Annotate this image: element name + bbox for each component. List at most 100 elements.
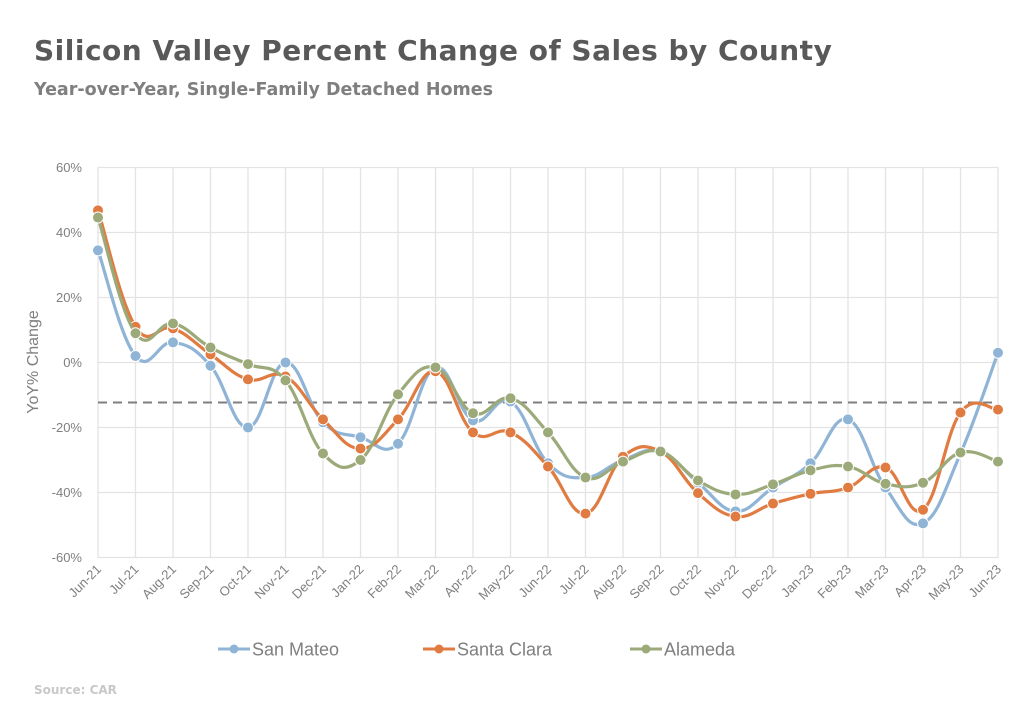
- data-point: [392, 413, 404, 426]
- data-point: [504, 392, 517, 405]
- x-tick-label: Sep-22: [626, 562, 666, 602]
- y-axis-label: YoY% Change: [25, 310, 42, 414]
- data-point: [129, 350, 142, 362]
- data-point: [392, 437, 404, 450]
- x-tick-label: Aug-21: [139, 562, 179, 602]
- data-point: [729, 488, 742, 501]
- y-tick-label: 0%: [63, 355, 82, 370]
- source-note: Source: CAR: [34, 683, 117, 697]
- y-tick-label: 60%: [56, 160, 82, 175]
- data-point: [879, 477, 892, 490]
- data-point: [354, 454, 367, 466]
- data-point: [729, 510, 742, 523]
- data-point: [129, 327, 142, 340]
- x-tick-label: Sep-21: [176, 562, 216, 602]
- x-tick-label: Feb-22: [364, 562, 404, 602]
- x-tick-label: Dec-21: [289, 562, 329, 602]
- data-point: [954, 446, 967, 459]
- data-point: [504, 426, 517, 439]
- data-point: [617, 455, 629, 468]
- data-point: [354, 431, 367, 444]
- data-point: [354, 442, 367, 455]
- series-alameda: [92, 211, 1004, 501]
- legend-item: San Mateo: [218, 640, 339, 660]
- x-tick-label: Jan-23: [778, 562, 817, 601]
- x-tick-label: Nov-21: [251, 562, 291, 602]
- y-tick-label: -40%: [52, 485, 83, 500]
- data-point: [917, 517, 929, 530]
- data-point: [242, 421, 254, 434]
- x-tick-label: Oct-21: [216, 562, 254, 600]
- x-tick-label: Nov-22: [701, 562, 741, 602]
- x-tick-label: Jul-21: [106, 562, 142, 598]
- x-tick-label: Feb-23: [814, 562, 854, 602]
- data-point: [467, 407, 479, 420]
- data-point: [992, 346, 1004, 359]
- legend-label: Alameda: [664, 640, 736, 660]
- x-tick-label: Jun-22: [515, 562, 554, 601]
- legend-swatch-marker: [229, 644, 239, 654]
- x-tick-label: Jul-22: [556, 562, 592, 598]
- data-point: [579, 471, 592, 484]
- y-tick-label: 20%: [56, 290, 82, 305]
- data-point: [204, 341, 217, 354]
- data-point: [692, 474, 704, 487]
- x-tick-label: Jun-21: [65, 562, 104, 601]
- data-point: [954, 406, 967, 419]
- data-point: [317, 413, 329, 426]
- legend-item: Alameda: [630, 640, 736, 660]
- data-point: [917, 503, 929, 516]
- legend-swatch-marker: [434, 644, 444, 654]
- chart-title: Silicon Valley Percent Change of Sales b…: [34, 34, 833, 67]
- data-point: [542, 426, 554, 439]
- y-tick-label: 40%: [56, 225, 82, 240]
- legend-label: Santa Clara: [457, 640, 553, 660]
- data-point: [204, 359, 217, 372]
- data-point: [92, 244, 104, 257]
- data-point: [167, 317, 179, 330]
- legend-item: Santa Clara: [423, 640, 553, 660]
- data-point: [279, 374, 292, 387]
- x-tick-label: Apr-22: [441, 562, 479, 600]
- data-point: [429, 361, 442, 374]
- x-tick-label: Oct-22: [666, 562, 704, 600]
- chart-subtitle: Year-over-Year, Single-Family Detached H…: [34, 80, 494, 100]
- data-point: [692, 487, 704, 500]
- data-point: [992, 455, 1004, 468]
- data-point: [767, 478, 779, 491]
- x-tick-label: May-22: [475, 562, 516, 603]
- data-point: [92, 211, 104, 224]
- y-tick-label: -20%: [52, 420, 83, 435]
- data-point: [804, 464, 817, 477]
- legend: San Mateo Santa Clara Alameda: [218, 640, 736, 660]
- data-point: [542, 460, 554, 473]
- data-point: [879, 461, 892, 474]
- series-san-mateo: [92, 244, 1004, 530]
- data-point: [842, 481, 854, 494]
- x-tick-label: Aug-22: [589, 562, 629, 602]
- series-group: [92, 204, 1004, 530]
- x-tick-label: Dec-22: [739, 562, 779, 602]
- data-point: [654, 445, 667, 458]
- x-tick-label: Mar-22: [402, 562, 442, 602]
- data-point: [804, 487, 817, 500]
- legend-swatch-marker: [641, 644, 651, 654]
- x-tick-label: Apr-23: [891, 562, 929, 600]
- x-tick-label: May-23: [925, 562, 966, 603]
- data-point: [242, 358, 254, 371]
- x-tick-label: Jun-23: [965, 562, 1004, 601]
- legend-label: San Mateo: [252, 640, 339, 660]
- data-point: [842, 460, 854, 473]
- data-point: [392, 388, 404, 401]
- x-tick-label: Mar-23: [852, 562, 892, 602]
- data-point: [767, 497, 779, 510]
- y-tick-label: -60%: [52, 550, 83, 565]
- data-point: [279, 356, 292, 369]
- x-tick-label: Jan-22: [328, 562, 367, 601]
- data-point: [467, 426, 479, 439]
- data-point: [992, 403, 1004, 416]
- data-point: [167, 336, 179, 349]
- data-point: [579, 507, 592, 520]
